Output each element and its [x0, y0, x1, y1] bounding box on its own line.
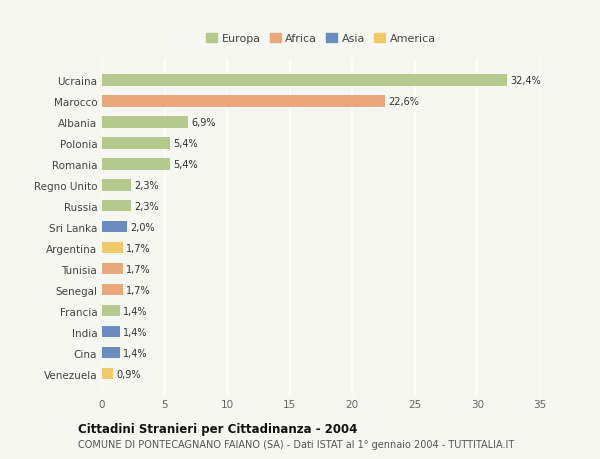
Text: 22,6%: 22,6% — [388, 96, 419, 106]
Bar — [102, 368, 113, 380]
Bar — [102, 96, 385, 107]
Text: 5,4%: 5,4% — [173, 159, 197, 169]
Text: 1,7%: 1,7% — [127, 264, 151, 274]
Text: 1,4%: 1,4% — [122, 348, 147, 358]
Bar — [102, 75, 508, 86]
Text: 6,9%: 6,9% — [191, 118, 216, 128]
Text: 2,3%: 2,3% — [134, 180, 158, 190]
Bar — [102, 117, 188, 128]
Text: 5,4%: 5,4% — [173, 139, 197, 148]
Bar — [102, 242, 123, 254]
Text: 2,0%: 2,0% — [130, 222, 155, 232]
Text: 1,7%: 1,7% — [127, 285, 151, 295]
Text: Cittadini Stranieri per Cittadinanza - 2004: Cittadini Stranieri per Cittadinanza - 2… — [78, 422, 358, 436]
Bar — [102, 263, 123, 275]
Bar — [102, 305, 119, 317]
Bar — [102, 221, 127, 233]
Text: 0,9%: 0,9% — [116, 369, 141, 379]
Text: 2,3%: 2,3% — [134, 202, 158, 211]
Bar — [102, 347, 119, 358]
Bar — [102, 326, 119, 338]
Text: 32,4%: 32,4% — [511, 76, 541, 86]
Text: COMUNE DI PONTECAGNANO FAIANO (SA) - Dati ISTAT al 1° gennaio 2004 - TUTTITALIA.: COMUNE DI PONTECAGNANO FAIANO (SA) - Dat… — [78, 440, 514, 449]
Bar — [102, 201, 131, 212]
Bar — [102, 159, 170, 170]
Text: 1,4%: 1,4% — [122, 306, 147, 316]
Bar — [102, 138, 170, 149]
Bar — [102, 284, 123, 296]
Text: 1,7%: 1,7% — [127, 243, 151, 253]
Legend: Europa, Africa, Asia, America: Europa, Africa, Asia, America — [204, 32, 438, 46]
Bar — [102, 179, 131, 191]
Text: 1,4%: 1,4% — [122, 327, 147, 337]
